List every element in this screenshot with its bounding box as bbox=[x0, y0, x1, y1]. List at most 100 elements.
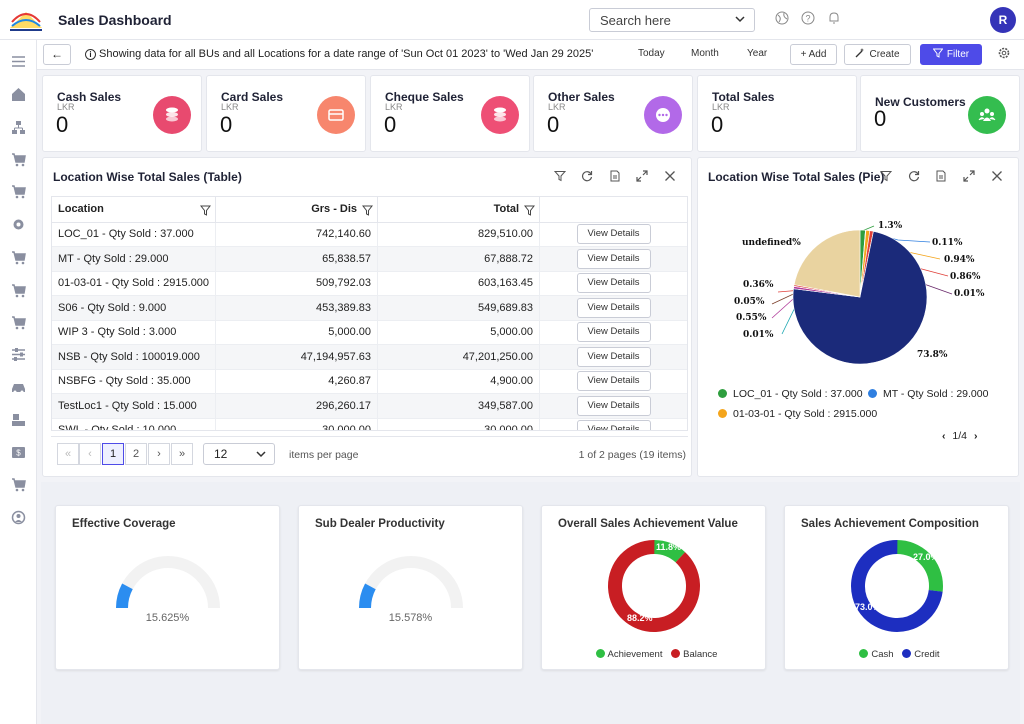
table-row: MT - Qty Sold : 29.000 65,838.57 67,888.72… bbox=[52, 246, 687, 272]
view-details-button[interactable]: View Details bbox=[576, 248, 651, 269]
table-row: 01-03-01 - Qty Sold : 2915.000 509,792.03… bbox=[52, 271, 687, 296]
table-row: NSB - Qty Sold : 100019.000 47,194,957.63… bbox=[52, 344, 687, 370]
legend-next-button[interactable]: › bbox=[973, 430, 978, 442]
cash-register-icon[interactable]: $ bbox=[11, 445, 26, 460]
cart-icon[interactable] bbox=[11, 315, 26, 330]
help-icon[interactable]: ? bbox=[801, 11, 815, 25]
gauge-fill bbox=[116, 583, 133, 609]
legend-item[interactable]: MT - Qty Sold : 29.000 bbox=[868, 388, 988, 400]
filter-icon[interactable] bbox=[554, 170, 566, 182]
items-per-page-select[interactable]: 12 bbox=[203, 443, 275, 465]
export-file-icon[interactable] bbox=[609, 170, 621, 182]
create-button[interactable]: Create bbox=[844, 44, 911, 65]
close-icon[interactable] bbox=[991, 170, 1003, 182]
prev-page-button[interactable]: ‹ bbox=[79, 443, 101, 465]
sub-dealer-productivity-card: Sub Dealer Productivity 15.578% bbox=[298, 505, 523, 670]
export-file-icon[interactable] bbox=[935, 170, 947, 182]
hierarchy-icon[interactable] bbox=[11, 120, 26, 135]
globe-icon[interactable] bbox=[775, 11, 789, 25]
legend-swatch bbox=[868, 389, 877, 398]
column-header-total[interactable]: Total bbox=[377, 197, 541, 223]
notification-bell-icon[interactable] bbox=[827, 11, 841, 25]
view-details-button[interactable]: View Details bbox=[576, 224, 651, 245]
column-header-location[interactable]: Location bbox=[52, 197, 217, 223]
view-details-button[interactable]: View Details bbox=[576, 322, 651, 343]
back-button[interactable]: ← bbox=[43, 44, 71, 65]
column-filter-icon[interactable] bbox=[524, 205, 536, 216]
car-icon[interactable] bbox=[11, 380, 26, 395]
sales-achievement-composition-card: Sales Achievement Composition 27.0% 73.0… bbox=[784, 505, 1009, 670]
warehouse-icon[interactable] bbox=[11, 412, 26, 427]
pie-slice-undefined[interactable] bbox=[793, 229, 861, 298]
cell-total: 30,000.00 bbox=[377, 418, 541, 430]
refresh-icon[interactable] bbox=[581, 170, 593, 182]
page-button-1[interactable]: 1 bbox=[102, 443, 124, 465]
cell-total: 67,888.72 bbox=[377, 246, 541, 272]
filter-button[interactable]: Filter bbox=[920, 44, 982, 65]
settings-gear-icon[interactable] bbox=[997, 46, 1011, 60]
pie-slice-nsb[interactable] bbox=[792, 231, 928, 365]
donut-slice-credit bbox=[851, 540, 943, 632]
filter-icon[interactable] bbox=[880, 170, 892, 182]
sliders-icon[interactable] bbox=[11, 347, 26, 362]
magic-wand-icon bbox=[856, 48, 865, 58]
settings-gear-icon[interactable] bbox=[11, 217, 26, 232]
view-details-button[interactable]: View Details bbox=[576, 297, 651, 318]
column-filter-icon[interactable] bbox=[362, 205, 374, 216]
cell-grs-dis: 30,000.00 bbox=[215, 418, 379, 430]
search-dropdown[interactable]: Search here bbox=[589, 8, 755, 32]
column-filter-icon[interactable] bbox=[200, 205, 212, 216]
pie-label: 0.36% bbox=[743, 280, 774, 290]
location-pie-chart bbox=[771, 225, 953, 365]
top-bar: Sales Dashboard Search here ? R bbox=[0, 0, 1024, 40]
kpi-title: Cheque Sales bbox=[385, 90, 464, 104]
kpi-value: 0 bbox=[874, 106, 887, 131]
cart-icon[interactable] bbox=[11, 184, 26, 199]
legend-label[interactable]: Achievement bbox=[607, 649, 663, 660]
cell-grs-dis: 5,000.00 bbox=[215, 320, 379, 345]
view-details-button[interactable]: View Details bbox=[576, 273, 651, 294]
refresh-icon[interactable] bbox=[908, 170, 920, 182]
legend-prev-button[interactable]: ‹ bbox=[942, 430, 946, 442]
users-icon bbox=[968, 96, 1006, 134]
location-pie-panel: Location Wise Total Sales (Pie) 1.3% 0.1… bbox=[697, 157, 1019, 477]
donut-label-credit: 73.0% bbox=[855, 602, 881, 612]
table-body: LOC_01 - Qty Sold : 37.000 742,140.60 829,… bbox=[52, 222, 687, 430]
sidebar: $ bbox=[0, 40, 37, 724]
cart-icon[interactable] bbox=[11, 250, 26, 265]
search-placeholder: Search here bbox=[600, 13, 671, 28]
next-page-button[interactable]: › bbox=[148, 443, 170, 465]
legend-label[interactable]: Balance bbox=[683, 649, 718, 660]
period-month[interactable]: Month bbox=[691, 48, 719, 59]
legend-label[interactable]: Credit bbox=[914, 649, 940, 660]
menu-icon[interactable] bbox=[11, 54, 26, 69]
legend-label[interactable]: Cash bbox=[871, 649, 894, 660]
period-today[interactable]: Today bbox=[638, 48, 665, 59]
cart-icon[interactable] bbox=[11, 283, 26, 298]
add-button[interactable]: + Add bbox=[790, 44, 837, 65]
column-header-label: Location bbox=[58, 203, 104, 216]
kpi-card-other-sales: Other Sales LKR 0 bbox=[533, 75, 693, 152]
first-page-button[interactable]: « bbox=[57, 443, 79, 465]
expand-icon[interactable] bbox=[963, 170, 975, 182]
legend-item[interactable]: 01-03-01 - Qty Sold : 2915.000 bbox=[718, 408, 877, 420]
view-details-button[interactable]: View Details bbox=[576, 371, 651, 392]
legend-item[interactable]: LOC_01 - Qty Sold : 37.000 bbox=[718, 388, 863, 400]
cell-location: S06 - Qty Sold : 9.000 bbox=[52, 295, 217, 321]
donut-legend: Cash Credit bbox=[785, 649, 1008, 660]
view-details-button[interactable]: View Details bbox=[576, 395, 651, 416]
view-details-button[interactable]: View Details bbox=[576, 346, 651, 367]
expand-icon[interactable] bbox=[636, 170, 648, 182]
column-header-grs-dis[interactable]: Grs - Dis bbox=[215, 197, 379, 223]
user-settings-icon[interactable] bbox=[11, 510, 26, 525]
view-details-button[interactable]: View Details bbox=[576, 420, 651, 430]
cart-icon[interactable] bbox=[11, 477, 26, 492]
close-icon[interactable] bbox=[664, 170, 676, 182]
last-page-button[interactable]: » bbox=[171, 443, 193, 465]
cart-icon[interactable] bbox=[11, 152, 26, 167]
home-icon[interactable] bbox=[11, 87, 26, 102]
page-button-2[interactable]: 2 bbox=[125, 443, 147, 465]
user-avatar[interactable]: R bbox=[990, 7, 1016, 33]
period-year[interactable]: Year bbox=[747, 48, 768, 59]
svg-text:?: ? bbox=[805, 14, 810, 24]
